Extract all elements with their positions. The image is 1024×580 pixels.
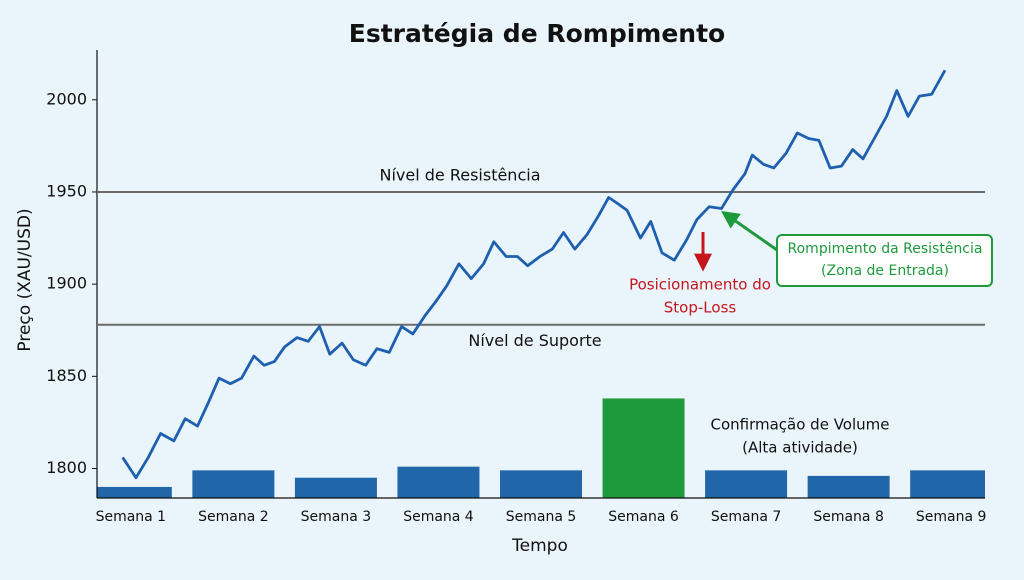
x-tick-label: Semana 4 (403, 509, 474, 525)
reference-label: Nível de Suporte (468, 331, 601, 350)
annotation: Stop-Loss (664, 299, 737, 317)
y-tick-label: 1950 (46, 181, 87, 200)
volume-bar (807, 475, 890, 498)
y-axis-label: Preço (XAU/USD) (15, 208, 35, 351)
volume-bar (910, 470, 985, 498)
x-tick-label: Semana 7 (711, 509, 782, 525)
x-tick-label: Semana 5 (506, 509, 577, 525)
plot-area (97, 398, 985, 498)
volume-bar (500, 470, 582, 498)
volume-bar (397, 466, 480, 498)
x-tick-label: Semana 3 (301, 509, 372, 525)
volume-bar (705, 470, 788, 498)
x-axis-label: Tempo (511, 536, 568, 556)
reference-label: Nível de Resistência (379, 165, 540, 184)
y-tick-label: 1850 (46, 366, 87, 385)
x-tick-label: Semana 9 (916, 509, 987, 525)
entry-arrow (721, 210, 778, 252)
volume-bar (192, 470, 275, 498)
x-tick-label: Semana 1 (96, 509, 167, 525)
annotation: Confirmação de Volume (710, 416, 889, 434)
x-tick-label: Semana 6 (608, 509, 679, 525)
entry-box (776, 234, 993, 287)
volume-bar (602, 398, 685, 498)
y-tick-label: 1800 (46, 458, 87, 477)
chart-title: Estratégia de Rompimento (349, 19, 725, 48)
price-line (121, 69, 947, 480)
x-tick-label: Semana 8 (813, 509, 884, 525)
annotation: Rompimento da Resistência (788, 241, 983, 257)
annotation: (Alta atividade) (742, 439, 858, 457)
volume-bar (97, 486, 172, 498)
volume-bar (294, 477, 377, 498)
y-tick-label: 1900 (46, 274, 87, 293)
y-tick-label: 2000 (46, 89, 87, 108)
annotation: Posicionamento do (629, 276, 771, 294)
x-tick-label: Semana 2 (198, 509, 269, 525)
annotation: (Zona de Entrada) (821, 263, 949, 279)
